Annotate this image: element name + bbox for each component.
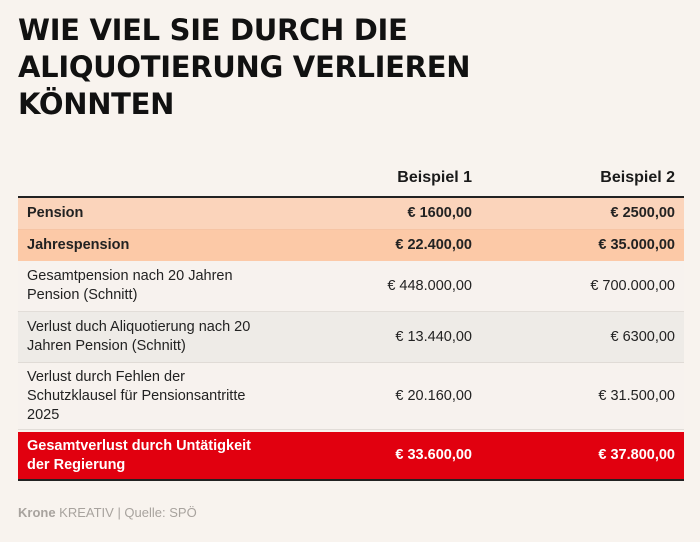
row-value-example-2: € 2500,00 (610, 205, 675, 221)
row-value-example-1: € 13.440,00 (395, 328, 472, 345)
source-text: KREATIV | Quelle: SPÖ (55, 505, 197, 520)
row-value-example-2: € 37.800,00 (598, 447, 675, 463)
row-value-example-2: € 6300,00 (610, 328, 675, 345)
row-value-example-1: € 33.600,00 (395, 447, 472, 463)
header-example-2: Beispiel 2 (600, 169, 675, 186)
row-label: Verlust duch Aliquotierung nach 20 Jahre… (27, 319, 251, 354)
table-row-verlust-aliquotierung: Verlust duch Aliquotierung nach 20 Jahre… (18, 312, 684, 363)
row-label: Gesamtverlust durch Untätigkeit der Regi… (27, 437, 251, 473)
table-header: Beispiel 1 Beispiel 2 (18, 160, 684, 198)
row-value-example-2: € 700.000,00 (590, 277, 675, 294)
table-row-gesamtverlust: Gesamtverlust durch Untätigkeit der Regi… (18, 432, 684, 481)
source-credit: Krone KREATIV | Quelle: SPÖ (18, 505, 197, 520)
row-label: Verlust durch Fehlen der Schutzklausel f… (27, 368, 246, 423)
row-value-example-1: € 1600,00 (407, 205, 472, 221)
table-row-verlust-schutzklausel: Verlust durch Fehlen der Schutzklausel f… (18, 363, 684, 430)
row-label: Gesamtpension nach 20 Jahren Pension (Sc… (27, 268, 233, 303)
table-row-gesamtpension: Gesamtpension nach 20 Jahren Pension (Sc… (18, 261, 684, 312)
row-value-example-2: € 35.000,00 (598, 237, 675, 253)
row-value-example-1: € 20.160,00 (395, 387, 472, 404)
row-label: Pension (27, 205, 84, 221)
header-example-1: Beispiel 1 (397, 169, 472, 186)
table-row-pension: Pension € 1600,00 € 2500,00 (18, 198, 684, 230)
row-value-example-1: € 22.400,00 (395, 237, 472, 253)
brand-name: Krone (18, 505, 56, 520)
row-label: Jahrespension (27, 237, 130, 253)
table-row-jahrespension: Jahrespension € 22.400,00 € 35.000,00 (18, 230, 684, 261)
pension-loss-table: Beispiel 1 Beispiel 2 Pension € 1600,00 … (18, 160, 684, 481)
page-title: WIE VIEL SIE DURCH DIE ALIQUOTIERUNG VER… (18, 13, 471, 121)
row-value-example-1: € 448.000,00 (387, 277, 472, 294)
row-value-example-2: € 31.500,00 (598, 387, 675, 404)
